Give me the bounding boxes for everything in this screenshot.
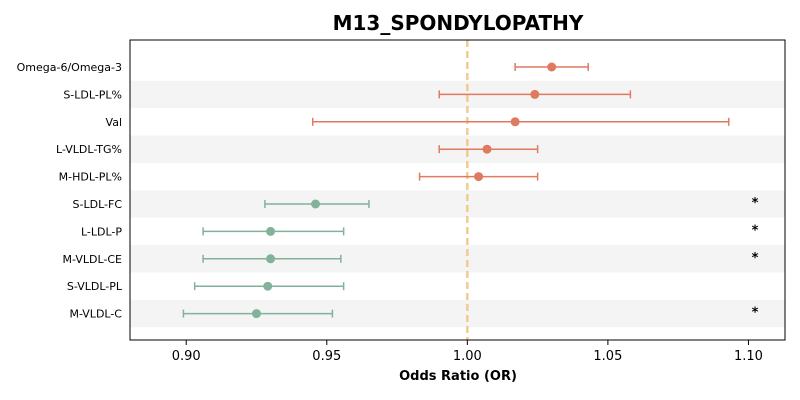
row-label: Omega-6/Omega-3: [17, 61, 122, 74]
point-estimate: [482, 144, 492, 154]
point-estimate: [530, 89, 540, 99]
row-label: L-VLDL-TG%: [56, 143, 122, 156]
plot-frame: [129, 39, 786, 341]
point-estimate: [547, 62, 557, 72]
row-label: L-LDL-P: [81, 225, 122, 238]
chart-title: M13_SPONDYLOPATHY: [333, 11, 584, 35]
point-estimate: [266, 226, 276, 236]
x-tick-label: 1.10: [734, 349, 763, 364]
forest-row: S-LDL-FC *: [73, 196, 759, 211]
row-label: M-HDL-PL%: [59, 171, 122, 184]
x-axis: 0.90 0.95 1.00 1.05 1.10: [172, 340, 763, 364]
x-tick-label: 1.00: [453, 349, 482, 364]
significance-marker: *: [752, 196, 759, 211]
forest-row: M-HDL-PL%: [59, 171, 539, 184]
forest-row: Val: [106, 116, 730, 129]
point-estimate: [510, 117, 520, 127]
forest-row: S-VLDL-PL: [67, 280, 345, 293]
point-estimate: [266, 254, 276, 264]
row-band: [130, 190, 785, 218]
row-label: S-VLDL-PL: [67, 280, 123, 293]
row-label: S-LDL-FC: [73, 198, 123, 211]
forest-row: M-VLDL-C *: [69, 306, 758, 321]
x-axis-label: Odds Ratio (OR): [399, 369, 517, 384]
significance-marker: *: [752, 223, 759, 238]
row-label: Val: [106, 116, 122, 129]
x-tick-label: 0.95: [312, 349, 341, 364]
point-estimate: [311, 199, 321, 209]
point-estimate: [474, 172, 484, 182]
forest-row: S-LDL-PL%: [63, 88, 632, 101]
forest-row: L-LDL-P *: [81, 223, 759, 238]
forest-row: L-VLDL-TG%: [56, 143, 539, 156]
point-estimate: [263, 281, 273, 291]
significance-marker: *: [752, 251, 759, 266]
row-bands: [130, 80, 785, 328]
row-label: M-VLDL-C: [69, 308, 122, 321]
point-estimate: [252, 309, 262, 319]
row-label: M-VLDL-CE: [63, 253, 123, 266]
significance-marker: *: [752, 306, 759, 321]
x-tick-label: 1.05: [593, 349, 622, 364]
rows-layer: Omega-6/Omega-3 S-LDL-PL% Val L-VLDL-TG% M-H…: [17, 61, 759, 321]
forest-row: Omega-6/Omega-3: [17, 61, 589, 74]
row-label: S-LDL-PL%: [63, 88, 122, 101]
forest-row: M-VLDL-CE *: [63, 251, 759, 266]
x-tick-label: 0.90: [172, 349, 201, 364]
